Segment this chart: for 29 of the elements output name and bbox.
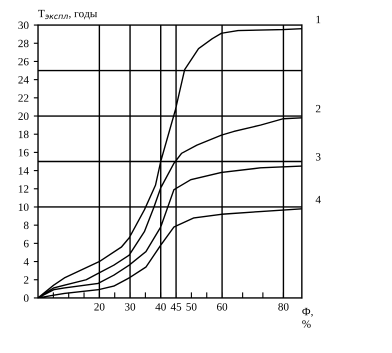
series-label: 2 [316,104,320,112]
series-label: 3 [316,153,321,161]
y-tick-label: 22 [18,94,28,102]
x-tick-label: 30 [125,303,136,311]
y-tick-label: 28 [18,40,29,48]
x-axis-title: Ф, % [302,308,313,328]
y-tick-label: 24 [18,76,29,84]
y-tick-label: 14 [18,167,29,174]
y-tick-label: 20 [18,112,29,120]
y-tick-label: 30 [18,22,29,30]
y-tick-label: 4 [24,258,29,266]
y-tick-label: 10 [18,203,29,211]
x-tick-label: 60 [217,303,228,311]
x-tick-label: 45 [170,303,182,311]
x-tick-label: 20 [94,303,105,311]
x-tick-label: 80 [278,303,289,311]
x-tick-label: 50 [186,303,197,311]
x-tick-label: 40 [155,303,166,311]
series-label: 4 [316,196,321,204]
y-tick-label: 16 [18,148,29,156]
y-tick-label: 12 [18,185,28,193]
series-label: 1 [316,16,320,24]
y-axis-title: T$_{экспл}$, годы [38,10,98,20]
y-tick-label: 6 [24,240,29,248]
y-tick-label: 8 [24,222,29,230]
y-tick-label: 0 [24,294,29,302]
y-tick-label: 26 [18,58,29,66]
y-tick-label: 2 [24,276,28,284]
y-tick-label: 18 [18,130,29,138]
